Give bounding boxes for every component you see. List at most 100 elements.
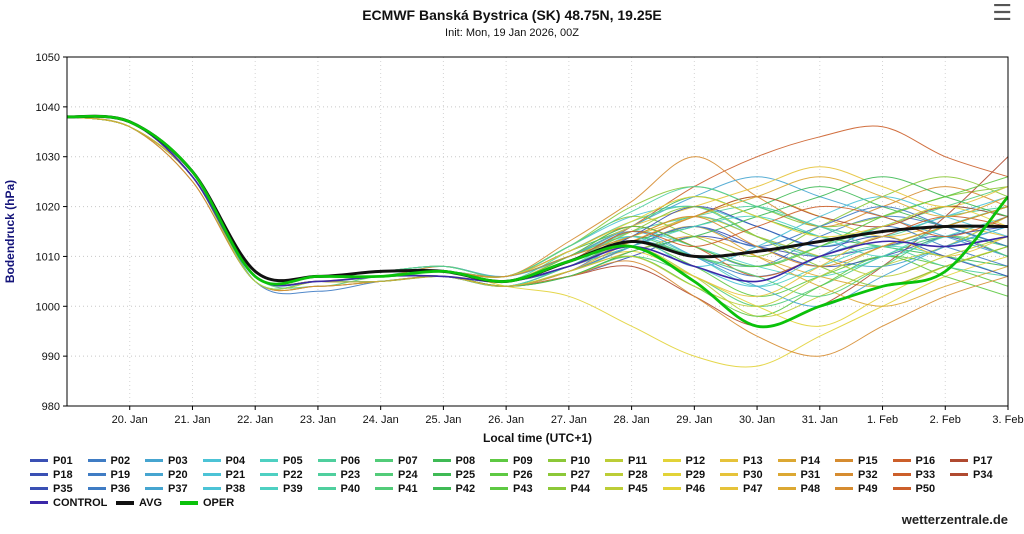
legend-label: P34 bbox=[973, 468, 993, 481]
legend-item-p25: P25 bbox=[432, 468, 491, 481]
legend-label: P07 bbox=[398, 454, 418, 467]
legend-item-p17: P17 bbox=[950, 454, 1008, 467]
legend-item-p42: P42 bbox=[432, 482, 491, 495]
series-p29 bbox=[67, 116, 1008, 327]
legend-item-p46: P46 bbox=[662, 482, 721, 495]
legend-label: P44 bbox=[570, 482, 591, 495]
legend-swatch bbox=[892, 487, 911, 490]
legend-item-p18: P18 bbox=[30, 468, 88, 481]
legend-label: P30 bbox=[743, 468, 763, 481]
legend-item-p31: P31 bbox=[777, 468, 836, 481]
legend-item-p30: P30 bbox=[720, 468, 778, 481]
legend-label: P35 bbox=[53, 482, 73, 495]
legend-swatch bbox=[145, 473, 163, 476]
legend-item-p04: P04 bbox=[202, 454, 261, 467]
legend-swatch bbox=[490, 473, 508, 476]
legend-item-p50: P50 bbox=[892, 482, 951, 495]
legend-label: P36 bbox=[110, 482, 131, 495]
hamburger-icon[interactable]: ☰ bbox=[992, 0, 1012, 25]
x-tick-label: 23. Jan bbox=[300, 414, 336, 426]
series-p32 bbox=[67, 116, 1008, 357]
legend-label: P19 bbox=[110, 468, 131, 481]
legend-label: P41 bbox=[398, 482, 418, 495]
legend-swatch bbox=[490, 487, 508, 490]
legend-item-p21: P21 bbox=[202, 468, 261, 481]
legend-item-p27: P27 bbox=[547, 468, 606, 481]
legend-item-p47: P47 bbox=[720, 482, 778, 495]
legend-row: P35 P36 P37 P38 P39 P40 P41 P42 P43 P44 P45 P46 P47 P… bbox=[30, 482, 1014, 495]
legend-swatch bbox=[490, 459, 508, 462]
x-tick-label: 20. Jan bbox=[112, 414, 148, 426]
legend-swatch bbox=[662, 487, 681, 490]
legend-label: P33 bbox=[915, 468, 936, 481]
legend-swatch bbox=[432, 487, 451, 490]
legend-label: P13 bbox=[743, 454, 763, 467]
watermark: wetterzentrale.de bbox=[901, 512, 1008, 527]
x-tick-label: 26. Jan bbox=[488, 414, 524, 426]
legend-label: P12 bbox=[685, 454, 706, 467]
legend-row: CONTROL AVG OPER bbox=[30, 496, 1014, 509]
legend-label: P50 bbox=[915, 482, 936, 495]
legend-label: P15 bbox=[858, 454, 878, 467]
legend-label: P32 bbox=[858, 468, 878, 481]
legend-label: P31 bbox=[800, 468, 821, 481]
legend-swatch bbox=[720, 473, 738, 476]
legend-item-p23: P23 bbox=[317, 468, 376, 481]
legend-item-p43: P43 bbox=[490, 482, 548, 495]
legend-item-p35: P35 bbox=[30, 482, 88, 495]
legend-item-p11: P11 bbox=[605, 454, 663, 467]
legend-item-p29: P29 bbox=[662, 468, 721, 481]
legend-swatch bbox=[317, 459, 336, 462]
legend-swatch bbox=[317, 487, 336, 490]
legend-swatch bbox=[30, 473, 48, 476]
plot-border bbox=[66, 56, 1009, 407]
legend-swatch bbox=[30, 487, 48, 490]
legend-swatch bbox=[375, 487, 393, 490]
legend-swatch bbox=[87, 459, 106, 462]
legend-label: P48 bbox=[800, 482, 821, 495]
legend-swatch bbox=[30, 501, 48, 504]
legend-item-p20: P20 bbox=[145, 468, 203, 481]
legend-swatch bbox=[87, 487, 106, 490]
y-tick-label: 1010 bbox=[36, 251, 60, 263]
legend-swatch bbox=[180, 500, 198, 505]
legend-swatch bbox=[145, 459, 163, 462]
legend-label: P28 bbox=[628, 468, 648, 481]
legend-label: P04 bbox=[225, 454, 246, 467]
legend-item-p13: P13 bbox=[720, 454, 778, 467]
x-tick-label: 2. Feb bbox=[930, 414, 961, 426]
legend-label: P27 bbox=[570, 468, 591, 481]
legend-item-p49: P49 bbox=[835, 482, 893, 495]
x-tick-label: 29. Jan bbox=[676, 414, 712, 426]
x-tick-label: 1. Feb bbox=[867, 414, 898, 426]
legend-item-p09: P09 bbox=[490, 454, 548, 467]
legend-label: P47 bbox=[743, 482, 763, 495]
legend-label: P29 bbox=[685, 468, 706, 481]
legend-item-p10: P10 bbox=[547, 454, 606, 467]
series-control bbox=[67, 115, 1008, 287]
legend-item-p33: P33 bbox=[892, 468, 951, 481]
legend-swatch bbox=[950, 459, 968, 462]
series-p11 bbox=[67, 116, 1008, 318]
chart-subtitle: Init: Mon, 19 Jan 2026, 00Z bbox=[445, 27, 579, 39]
legend-label: P24 bbox=[398, 468, 418, 481]
series-oper bbox=[67, 114, 1008, 329]
legend-label: P08 bbox=[455, 454, 476, 467]
x-tick-label: 22. Jan bbox=[237, 414, 273, 426]
y-tick-label: 980 bbox=[42, 401, 60, 413]
legend-swatch bbox=[202, 459, 221, 462]
legend-swatch bbox=[202, 487, 221, 490]
y-axis-label: Bodendruck (hPa) bbox=[3, 180, 17, 283]
legend-swatch bbox=[662, 459, 681, 462]
legend-label: P02 bbox=[110, 454, 131, 467]
legend-swatch bbox=[720, 459, 738, 462]
legend-item-p36: P36 bbox=[87, 482, 146, 495]
legend-label: P16 bbox=[915, 454, 936, 467]
legend-item-p24: P24 bbox=[375, 468, 433, 481]
legend-item-p08: P08 bbox=[432, 454, 491, 467]
legend-label: P09 bbox=[513, 454, 533, 467]
legend-swatch bbox=[892, 459, 911, 462]
legend-label: P40 bbox=[340, 482, 361, 495]
legend-swatch bbox=[777, 487, 796, 490]
x-tick-label: 21. Jan bbox=[174, 414, 210, 426]
